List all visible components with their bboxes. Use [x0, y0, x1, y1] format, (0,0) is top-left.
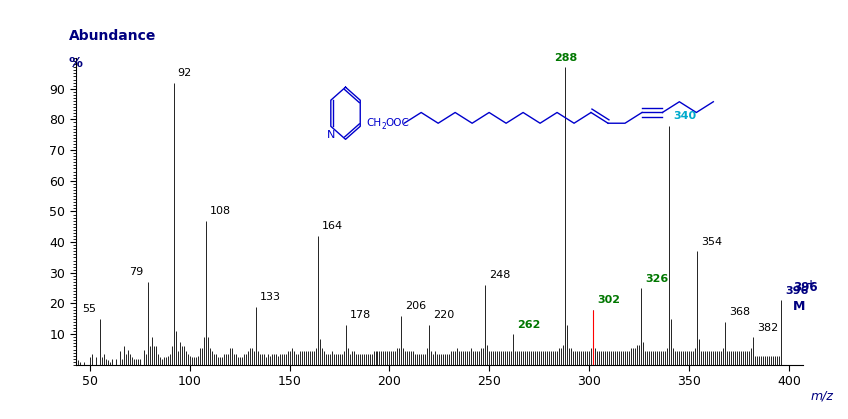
Text: +: +: [807, 279, 815, 289]
Text: 396: 396: [793, 281, 817, 294]
Text: 178: 178: [349, 310, 371, 321]
Text: 302: 302: [597, 295, 620, 305]
Text: 288: 288: [554, 53, 577, 62]
Text: CH: CH: [366, 118, 382, 128]
Text: 2: 2: [382, 122, 386, 132]
Text: 396: 396: [785, 286, 808, 296]
Text: M: M: [793, 300, 806, 313]
Text: 164: 164: [321, 221, 343, 231]
Text: %: %: [69, 56, 82, 70]
Text: 206: 206: [405, 301, 427, 311]
Text: Abundance: Abundance: [69, 28, 156, 43]
Text: 55: 55: [81, 304, 96, 314]
Text: 340: 340: [673, 111, 696, 121]
Text: 220: 220: [433, 310, 455, 321]
Text: 354: 354: [701, 237, 722, 247]
Text: 79: 79: [130, 267, 143, 277]
Text: 326: 326: [645, 274, 668, 284]
Text: m/z: m/z: [811, 389, 834, 402]
Text: 92: 92: [178, 68, 192, 78]
Text: 133: 133: [259, 292, 281, 302]
Text: N: N: [326, 130, 335, 140]
Text: 262: 262: [517, 320, 541, 330]
Text: OOC: OOC: [385, 118, 409, 128]
Text: 108: 108: [209, 206, 231, 216]
Text: 382: 382: [757, 323, 778, 333]
Text: 248: 248: [489, 271, 510, 280]
Text: 368: 368: [729, 307, 750, 317]
